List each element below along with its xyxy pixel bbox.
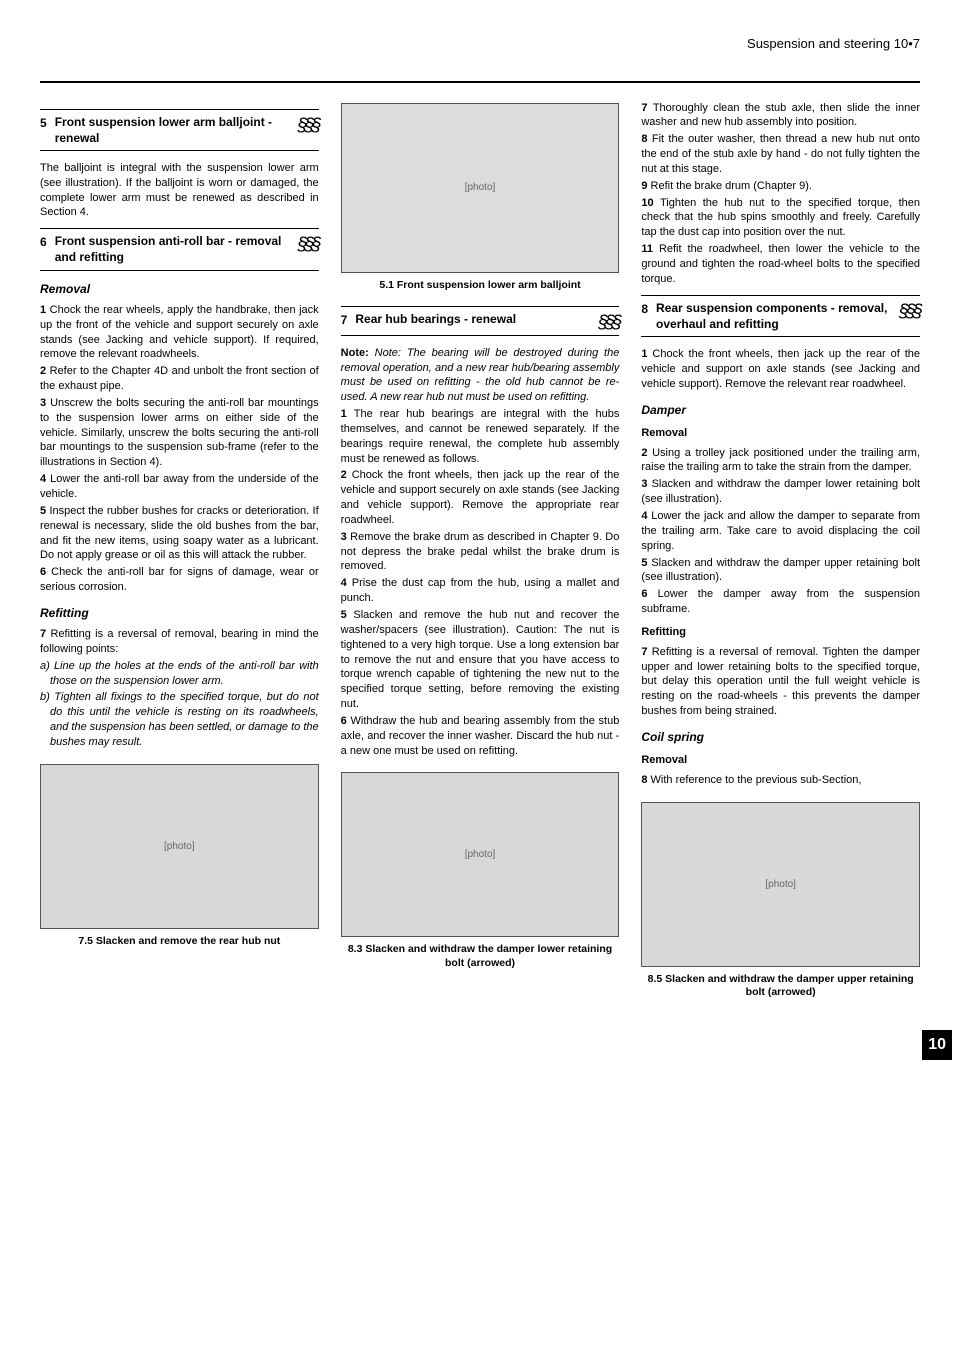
removal-heading: Removal	[40, 281, 319, 297]
difficulty-icon: §§§	[598, 311, 619, 331]
column-1: 5 Front suspension lower arm balljoint -…	[40, 101, 319, 1000]
chapter-tab: 10	[922, 1030, 952, 1060]
section-8-num: 8	[641, 300, 648, 317]
sec8-step2: 2 Using a trolley jack positioned under …	[641, 446, 920, 476]
section-7-head: 7 Rear hub bearings - renewal §§§	[341, 306, 620, 336]
figure-8-3-caption: 8.3 Slacken and withdraw the damper lowe…	[341, 943, 620, 969]
removal-heading: Removal	[641, 426, 920, 441]
column-2: [photo] 5.1 Front suspension lower arm b…	[341, 101, 620, 1000]
section-8-head: 8 Rear suspension components - removal, …	[641, 295, 920, 337]
difficulty-icon: §§§	[899, 300, 920, 320]
figure-5-1-caption: 5.1 Front suspension lower arm balljoint	[341, 279, 620, 292]
sec6-step2: 2 Refer to the Chapter 4D and unbolt the…	[40, 364, 319, 394]
section-8-title: Rear suspension components - removal, ov…	[656, 300, 891, 332]
figure-5-1: [photo]	[341, 103, 620, 273]
header-rule	[40, 81, 920, 83]
figure-7-5-caption: 7.5 Slacken and remove the rear hub nut	[40, 935, 319, 948]
sec7-step7: 7 Thoroughly clean the stub axle, then s…	[641, 101, 920, 131]
section-6-num: 6	[40, 233, 47, 250]
sec7-step1: 1 The rear hub bearings are integral wit…	[341, 407, 620, 466]
sec7-step2: 2 Chock the front wheels, then jack up t…	[341, 468, 620, 527]
section-5-num: 5	[40, 114, 47, 131]
sec7-step6: 6 Withdraw the hub and bearing assembly …	[341, 714, 620, 759]
sec8-step7: 7 Refitting is a reversal of removal. Ti…	[641, 645, 920, 719]
sec7-step3: 3 Remove the brake drum as described in …	[341, 530, 620, 575]
page-header: Suspension and steering 10•7	[40, 35, 920, 61]
sec7-step5: 5 Slacken and remove the hub nut and rec…	[341, 608, 620, 712]
sec8-step1: 1 Chock the front wheels, then jack up t…	[641, 347, 920, 392]
sec6-step4: 4 Lower the anti-roll bar away from the …	[40, 472, 319, 502]
sec7-step4: 4 Prise the dust cap from the hub, using…	[341, 576, 620, 606]
sec6-step6: 6 Check the anti-roll bar for signs of d…	[40, 565, 319, 595]
sec5-body: The balljoint is integral with the suspe…	[40, 161, 319, 220]
sec8-step3: 3 Slacken and withdraw the damper lower …	[641, 477, 920, 507]
sec7-step11: 11 Refit the roadwheel, then lower the v…	[641, 242, 920, 287]
figure-7-5: [photo]	[40, 764, 319, 929]
main-columns: 5 Front suspension lower arm balljoint -…	[40, 101, 920, 1000]
refitting-heading: Refitting	[40, 605, 319, 621]
difficulty-icon: §§§	[298, 114, 319, 134]
section-7-title: Rear hub bearings - renewal	[355, 311, 590, 327]
damper-heading: Damper	[641, 402, 920, 418]
sec7-note: Note: Note: The bearing will be destroye…	[341, 346, 620, 405]
sec8-step8: 8 With reference to the previous sub-Sec…	[641, 773, 920, 788]
column-3: 7 Thoroughly clean the stub axle, then s…	[641, 101, 920, 1000]
sec6-step5: 5 Inspect the rubber bushes for cracks o…	[40, 504, 319, 563]
sec8-step5: 5 Slacken and withdraw the damper upper …	[641, 556, 920, 586]
sec8-step4: 4 Lower the jack and allow the damper to…	[641, 509, 920, 554]
section-5-title: Front suspension lower arm balljoint - r…	[55, 114, 290, 146]
sec6-step7a: a) Line up the holes at the ends of the …	[40, 659, 319, 689]
sec7-step10: 10 Tighten the hub nut to the specified …	[641, 196, 920, 241]
coil-spring-heading: Coil spring	[641, 729, 920, 745]
sec6-step1: 1 Chock the rear wheels, apply the handb…	[40, 303, 319, 362]
refitting-heading: Refitting	[641, 625, 920, 640]
sec6-step3: 3 Unscrew the bolts securing the anti-ro…	[40, 396, 319, 470]
section-5-head: 5 Front suspension lower arm balljoint -…	[40, 109, 319, 151]
difficulty-icon: §§§	[298, 233, 319, 253]
section-6-head: 6 Front suspension anti-roll bar - remov…	[40, 228, 319, 270]
sec6-step7: 7 Refitting is a reversal of removal, be…	[40, 627, 319, 657]
figure-8-5: [photo]	[641, 802, 920, 967]
sec7-step8: 8 Fit the outer washer, then thread a ne…	[641, 132, 920, 177]
sec8-step6: 6 Lower the damper away from the suspens…	[641, 587, 920, 617]
section-7-num: 7	[341, 311, 348, 328]
removal-heading-2: Removal	[641, 753, 920, 768]
sec6-step7b: b) Tighten all fixings to the specified …	[40, 690, 319, 749]
section-6-title: Front suspension anti-roll bar - removal…	[55, 233, 290, 265]
figure-8-3: [photo]	[341, 772, 620, 937]
figure-8-5-caption: 8.5 Slacken and withdraw the damper uppe…	[641, 973, 920, 999]
sec7-step9: 9 Refit the brake drum (Chapter 9).	[641, 179, 920, 194]
